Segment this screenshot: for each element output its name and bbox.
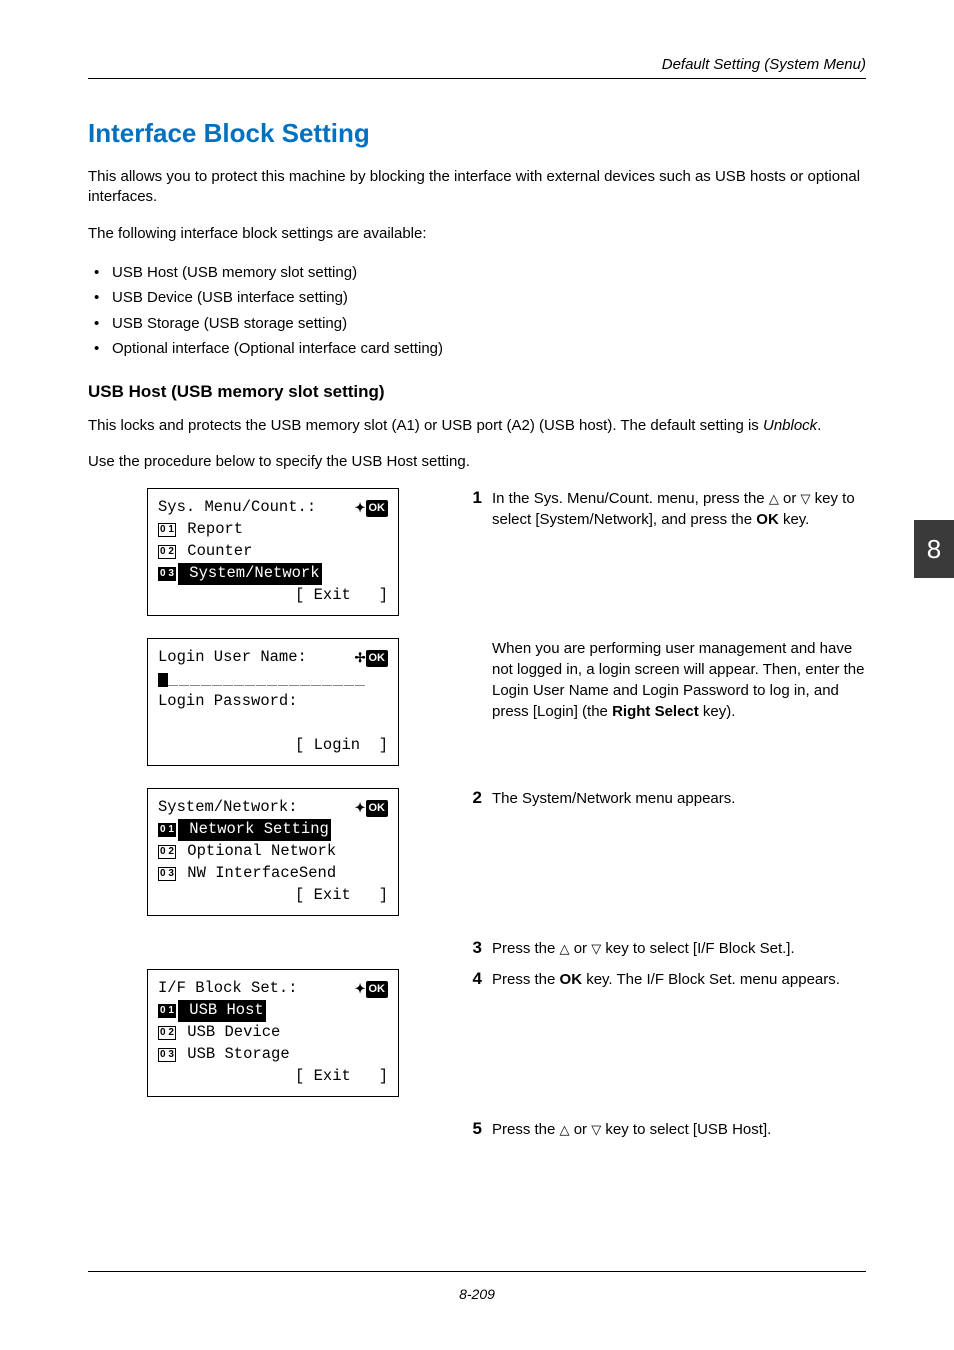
step-number: 3 xyxy=(458,938,492,958)
key-name: Right Select xyxy=(612,703,699,720)
step-number: 4 xyxy=(458,969,492,989)
nav-icon: ✢ xyxy=(355,649,366,667)
softkey-login: [ Login ] xyxy=(295,735,388,757)
step-number: 1 xyxy=(458,488,492,508)
down-arrow-icon: ▽ xyxy=(591,1122,601,1137)
row-number: 0 3 xyxy=(158,567,176,581)
step-text-2: The System/Network menu appears. xyxy=(492,788,866,809)
menu-item: NW InterfaceSend xyxy=(178,863,336,885)
ok-icon: OK xyxy=(366,981,389,998)
lcd-screen-login: Login User Name: ✢ OK Login Password: [ L… xyxy=(147,638,399,766)
row-number: 0 1 xyxy=(158,523,176,537)
sub-intro-2: Use the procedure below to specify the U… xyxy=(88,452,866,472)
sub-intro-1: This locks and protects the USB memory s… xyxy=(88,416,866,436)
nav-icon: ✦ xyxy=(355,980,366,998)
text: key. The I/F Block Set. menu appears. xyxy=(582,971,840,988)
lcd-screen-system-network: System/Network:✦ OK 0 1 Network Setting … xyxy=(147,788,399,916)
key-name: OK xyxy=(560,971,583,988)
default-value: Unblock xyxy=(763,417,817,434)
up-arrow-icon: △ xyxy=(560,1122,570,1137)
bullet-list: USB Host (USB memory slot setting) USB D… xyxy=(88,260,866,362)
row-number: 0 1 xyxy=(158,823,176,837)
text: key to select [I/F Block Set.]. xyxy=(601,940,794,957)
chapter-tab: 8 xyxy=(914,520,954,578)
menu-item: USB Storage xyxy=(178,1044,290,1066)
lcd-label: Login User Name: xyxy=(158,647,307,669)
section-title: Interface Block Setting xyxy=(88,118,866,149)
lcd-label: Login Password: xyxy=(158,691,298,713)
text: key). xyxy=(699,703,736,720)
menu-item-selected: System/Network xyxy=(178,563,322,585)
text: Press the xyxy=(492,971,560,988)
menu-item: Counter xyxy=(178,541,252,563)
subsection-title: USB Host (USB memory slot setting) xyxy=(88,382,866,402)
text: This locks and protects the USB memory s… xyxy=(88,417,763,434)
up-arrow-icon: △ xyxy=(560,941,570,956)
menu-item-selected: USB Host xyxy=(178,1000,266,1022)
ok-icon: OK xyxy=(366,650,389,667)
input-underline xyxy=(168,672,366,688)
menu-item: Report xyxy=(178,519,243,541)
step-text-4: Press the OK key. The I/F Block Set. men… xyxy=(492,969,866,990)
menu-item: USB Device xyxy=(178,1022,280,1044)
intro-paragraph-1: This allows you to protect this machine … xyxy=(88,167,866,208)
bullet-item: Optional interface (Optional interface c… xyxy=(88,336,866,362)
step-number: 2 xyxy=(458,788,492,808)
row-number: 0 2 xyxy=(158,845,176,859)
text: key. xyxy=(779,511,810,528)
text: . xyxy=(817,417,821,434)
step-text-5: Press the △ or ▽ key to select [USB Host… xyxy=(492,1119,866,1140)
text: key to select [USB Host]. xyxy=(601,1121,771,1138)
page-number: 8-209 xyxy=(0,1286,954,1302)
ok-icon: OK xyxy=(366,800,389,817)
lcd-screen-if-block: I/F Block Set.: ✦ OK 0 1 USB Host 0 2 USB… xyxy=(147,969,399,1097)
text: Press the xyxy=(492,1121,560,1138)
row-number: 0 2 xyxy=(158,545,176,559)
row-number: 0 3 xyxy=(158,867,176,881)
row-number: 0 3 xyxy=(158,1048,176,1062)
lcd-title: Sys. Menu/Count.: xyxy=(158,497,316,519)
nav-icon: ✦ xyxy=(355,499,366,517)
step-text-1: In the Sys. Menu/Count. menu, press the … xyxy=(492,488,866,530)
key-name: OK xyxy=(756,511,779,528)
row-number: 0 1 xyxy=(158,1004,176,1018)
ok-icon: OK xyxy=(366,500,389,517)
row-number: 0 2 xyxy=(158,1026,176,1040)
up-arrow-icon: △ xyxy=(769,491,779,506)
text: In the Sys. Menu/Count. menu, press the xyxy=(492,490,769,507)
lcd-screen-sys-menu: Sys. Menu/Count.: ✦ OK 0 1 Report 0 2 Cou… xyxy=(147,488,399,616)
text: Press the xyxy=(492,940,560,957)
menu-item-selected: Network Setting xyxy=(178,819,331,841)
footer-rule xyxy=(88,1271,866,1272)
menu-item: Optional Network xyxy=(178,841,336,863)
down-arrow-icon: ▽ xyxy=(591,941,601,956)
text: or xyxy=(779,490,801,507)
running-header: Default Setting (System Menu) xyxy=(662,56,866,73)
text: or xyxy=(570,940,592,957)
softkey-exit: [ Exit ] xyxy=(295,585,388,607)
lcd-title: System/Network: xyxy=(158,797,298,819)
header-rule xyxy=(88,78,866,79)
bullet-item: USB Host (USB memory slot setting) xyxy=(88,260,866,286)
bullet-item: USB Storage (USB storage setting) xyxy=(88,311,866,337)
step-number: 5 xyxy=(458,1119,492,1139)
nav-icon: ✦ xyxy=(355,799,366,817)
bullet-item: USB Device (USB interface setting) xyxy=(88,285,866,311)
lcd-title: I/F Block Set.: xyxy=(158,978,298,1000)
cursor-icon xyxy=(158,673,168,687)
step-text-login: When you are performing user management … xyxy=(492,638,866,722)
down-arrow-icon: ▽ xyxy=(801,491,811,506)
text: or xyxy=(570,1121,592,1138)
softkey-exit: [ Exit ] xyxy=(295,885,388,907)
softkey-exit: [ Exit ] xyxy=(295,1066,388,1088)
step-text-3: Press the △ or ▽ key to select [I/F Bloc… xyxy=(492,938,866,959)
intro-paragraph-2: The following interface block settings a… xyxy=(88,224,866,244)
